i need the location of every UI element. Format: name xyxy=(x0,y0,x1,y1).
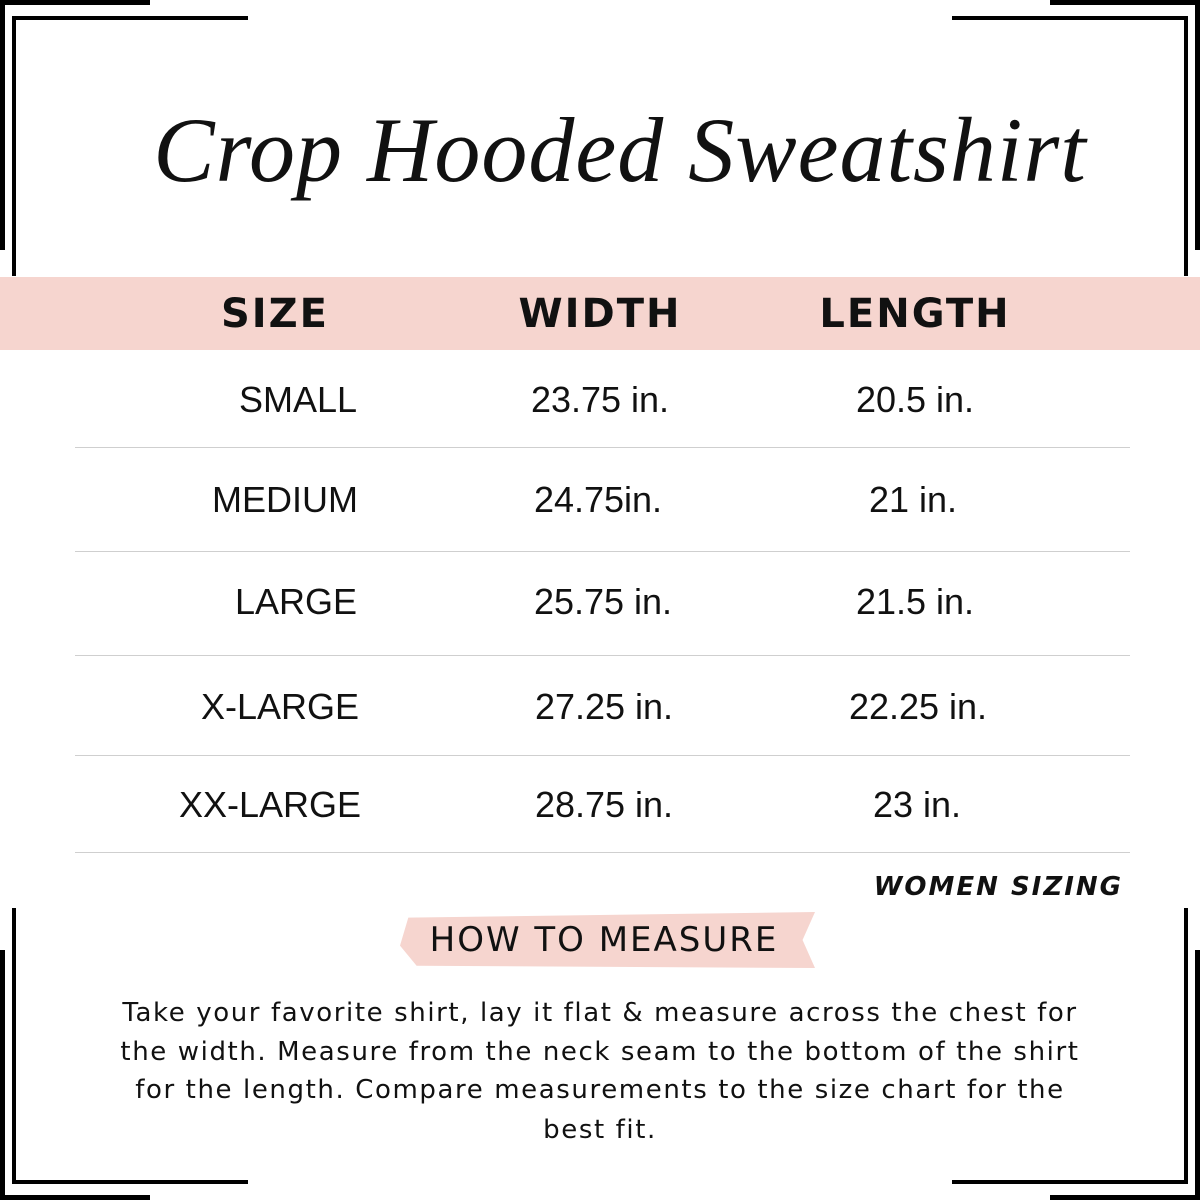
title: Crop Hooded Sweatshirt xyxy=(153,99,1087,201)
sizing-note: WOMEN SIZING xyxy=(873,872,1123,902)
frame xyxy=(1195,950,1200,1200)
width-cell: 25.75 in. xyxy=(533,581,673,622)
row-divider xyxy=(75,551,1130,552)
size-cell: LARGE xyxy=(234,581,357,622)
width-cell: 24.75in. xyxy=(533,479,663,520)
section-heading: HOW TO MEASURE xyxy=(429,920,779,960)
frame xyxy=(0,950,5,1200)
frame xyxy=(0,0,5,250)
size-cell: SMALL xyxy=(238,379,357,420)
length-cell: 21 in. xyxy=(868,479,958,520)
size-cell: X-LARGE xyxy=(200,686,359,727)
frame xyxy=(12,1180,248,1184)
frame xyxy=(1184,16,1188,276)
frame xyxy=(1050,1195,1200,1200)
length-cell: 21.5 in. xyxy=(855,581,975,622)
size-cell: XX-LARGE xyxy=(178,784,361,825)
width-cell: 23.75 in. xyxy=(530,379,670,420)
frame xyxy=(0,1195,150,1200)
row-divider xyxy=(75,655,1130,656)
instruction-line: Take your favorite shirt, lay it flat & … xyxy=(122,998,1078,1028)
frame xyxy=(1050,0,1200,5)
column-header: LENGTH xyxy=(819,291,1011,337)
frame xyxy=(1184,908,1188,1184)
frame xyxy=(12,16,16,276)
length-cell: 20.5 in. xyxy=(855,379,975,420)
column-header: SIZE xyxy=(220,291,330,337)
header-band xyxy=(0,277,1200,350)
width-cell: 27.25 in. xyxy=(534,686,674,727)
instruction-line: for the length. Compare measurements to … xyxy=(135,1075,1065,1105)
frame xyxy=(1195,0,1200,250)
frame xyxy=(12,16,248,20)
column-header: WIDTH xyxy=(518,291,682,337)
frame xyxy=(952,1180,1188,1184)
length-cell: 23 in. xyxy=(872,784,962,825)
width-cell: 28.75 in. xyxy=(534,784,674,825)
row-divider xyxy=(75,755,1130,756)
instruction-line: best fit. xyxy=(543,1115,657,1145)
frame xyxy=(952,16,1188,20)
brush-highlight xyxy=(400,912,815,968)
row-divider xyxy=(75,447,1130,448)
length-cell: 22.25 in. xyxy=(848,686,988,727)
frame xyxy=(0,0,150,5)
frame xyxy=(12,908,16,1184)
row-divider xyxy=(75,852,1130,853)
instruction-line: the width. Measure from the neck seam to… xyxy=(120,1037,1080,1067)
size-cell: MEDIUM xyxy=(212,479,358,520)
